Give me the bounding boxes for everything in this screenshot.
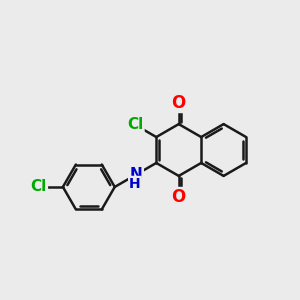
Text: Cl: Cl	[127, 118, 143, 133]
Text: O: O	[172, 188, 186, 206]
Text: H: H	[129, 177, 141, 191]
Text: O: O	[172, 94, 186, 112]
Text: N: N	[130, 167, 143, 182]
Text: Cl: Cl	[31, 179, 47, 194]
